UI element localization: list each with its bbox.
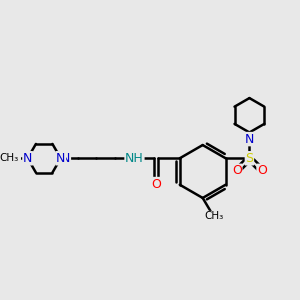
Text: O: O bbox=[151, 178, 161, 190]
Text: N: N bbox=[56, 152, 65, 165]
Text: N: N bbox=[61, 152, 70, 165]
Text: N: N bbox=[23, 152, 32, 165]
Text: O: O bbox=[257, 164, 267, 177]
Text: S: S bbox=[245, 152, 253, 165]
Text: CH₃: CH₃ bbox=[0, 153, 19, 163]
Text: N: N bbox=[245, 133, 254, 146]
Text: O: O bbox=[232, 164, 242, 177]
Text: CH₃: CH₃ bbox=[205, 212, 224, 221]
Text: NH: NH bbox=[125, 152, 144, 165]
